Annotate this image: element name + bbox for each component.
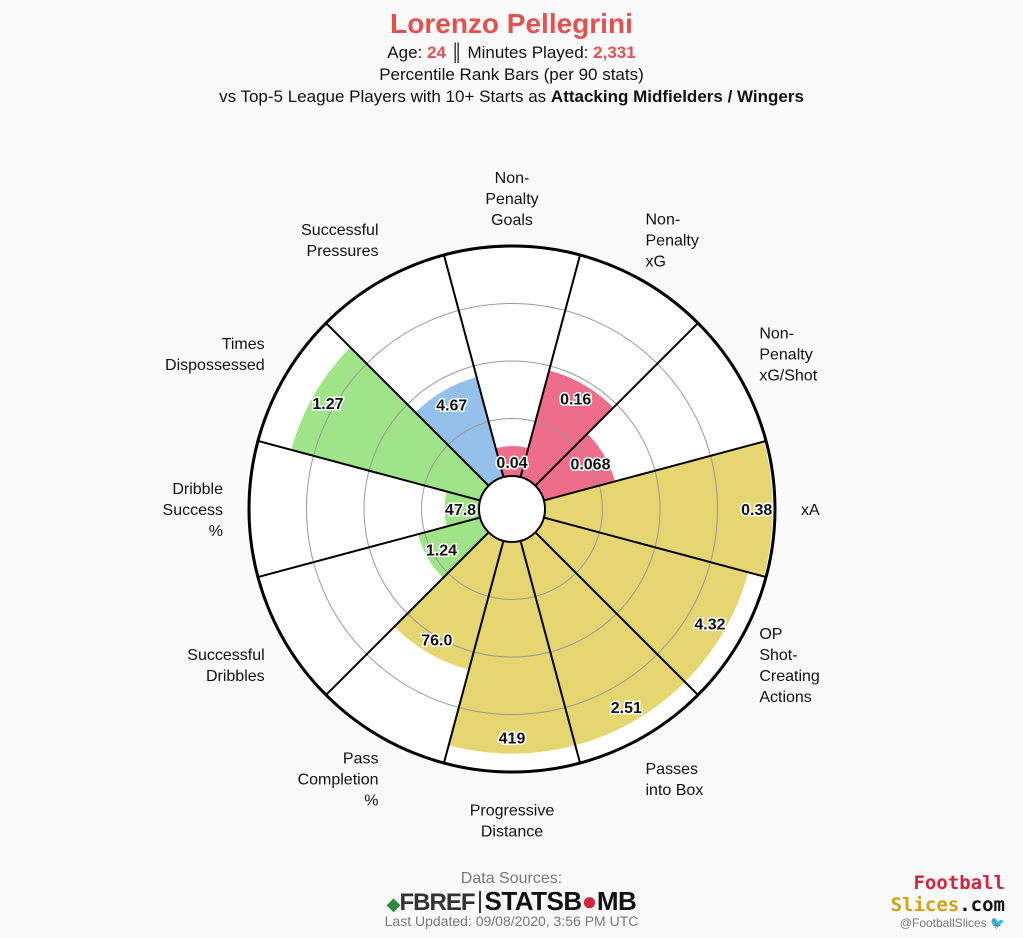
bar-11 [415, 377, 504, 486]
category-label-1: Non-Penalty xG [646, 212, 699, 271]
comparison-position: Attacking Midfielders / Wingers [550, 87, 804, 106]
brand-logo: Football Slices.com [891, 872, 1005, 916]
last-updated: Last Updated: 09/08/2020, 3:56 PM UTC [384, 913, 639, 929]
category-label-4: OP Shot-Creating Actions [759, 626, 819, 706]
value-label-11: 4.67 [436, 398, 467, 415]
category-label-9: Dribble Success% [163, 481, 224, 540]
grid-ring-1 [363, 360, 661, 658]
data-sources-label: Data Sources: [460, 870, 563, 887]
age-label: Age: [387, 43, 423, 62]
value-label-6: 419 [499, 731, 526, 748]
bar-2 [535, 433, 615, 501]
twitter-handle: @FootballSlices 🐦 [899, 916, 1005, 930]
player-meta: Age: 24 ║ Minutes Played: 2,331 [0, 42, 1023, 64]
bar-9 [444, 491, 481, 527]
category-label-3: xA [801, 502, 820, 519]
outer-ring [247, 244, 777, 774]
fbref-leaf-icon: ◆ [386, 894, 401, 914]
bar-3 [543, 441, 773, 577]
fbref-logo: ◆FBREF [386, 889, 476, 916]
spoke-7 [442, 540, 505, 764]
bar-0 [495, 446, 529, 478]
category-label-5: Passes into Box [646, 761, 704, 799]
brand-line-1: Football [913, 872, 1005, 894]
meta-separator: ║ [450, 43, 463, 62]
bar-8 [417, 517, 489, 578]
chart-header: Lorenzo Pellegrini Age: 24 ║ Minutes Pla… [0, 0, 1023, 108]
bar-6 [448, 540, 576, 754]
spoke-2 [534, 322, 699, 487]
value-label-3: 0.38 [741, 502, 772, 519]
bar-7 [394, 532, 504, 670]
bomb-icon: ● [581, 886, 598, 916]
value-label-1: 0.16 [560, 392, 591, 409]
value-label-9: 47.8 [445, 502, 476, 519]
spoke-5 [534, 531, 699, 696]
category-label-7: Pass Completion% [298, 750, 379, 809]
spoke-3 [543, 439, 767, 502]
statsbomb-logo: STATSB●MB [484, 886, 637, 916]
comparison-line: vs Top-5 League Players with 10+ Starts … [0, 86, 1023, 108]
comparison-prefix: vs Top-5 League Players with 10+ Starts … [219, 87, 547, 106]
value-label-7: 76.0 [421, 632, 452, 649]
spoke-11 [325, 322, 490, 487]
twitter-bird-icon: 🐦 [990, 916, 1005, 930]
category-label-0: Non-Penalty Goals [485, 170, 538, 229]
minutes-value: 2,331 [593, 43, 636, 62]
spoke-9 [257, 516, 481, 579]
spoke-0 [442, 254, 505, 478]
player-name: Lorenzo Pellegrini [390, 8, 633, 39]
value-label-4: 4.32 [694, 616, 725, 633]
category-label-11: Successful Pressures [301, 222, 378, 260]
grid-ring-2 [306, 303, 718, 715]
category-label-10: Times Dispossessed [165, 336, 265, 374]
age-value: 24 [427, 43, 446, 62]
spoke-6 [519, 540, 582, 764]
spoke-1 [519, 254, 582, 478]
bar-1 [520, 370, 614, 486]
brand-line-2b: .com [959, 894, 1005, 916]
minutes-label: Minutes Played: [467, 43, 589, 62]
spoke-4 [543, 516, 767, 579]
value-label-2: 0.068 [570, 457, 610, 474]
spoke-10 [257, 439, 481, 502]
center-hole [478, 475, 546, 543]
category-label-8: Successful Dribbles [187, 647, 264, 685]
value-label-5: 2.51 [611, 700, 642, 717]
brand-line-2a: Slices [890, 894, 960, 916]
logo-divider [478, 891, 481, 913]
chart-subtitle: Percentile Rank Bars (per 90 stats) [379, 65, 644, 84]
value-label-8: 1.24 [426, 543, 457, 560]
value-label-10: 1.27 [312, 396, 343, 413]
category-label-2: Non-Penalty xG/Shot [759, 326, 817, 385]
value-label-0: 0.04 [496, 455, 527, 472]
spoke-8 [325, 531, 490, 696]
grid-ring-0 [421, 418, 603, 600]
source-logos: ◆FBREF STATSB●MB [0, 886, 1023, 916]
category-label-6: Progressive Distance [470, 803, 555, 841]
